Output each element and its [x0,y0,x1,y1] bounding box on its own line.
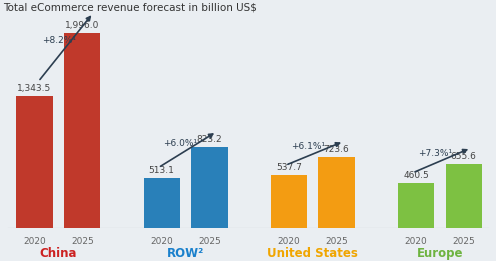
Text: 2020: 2020 [277,236,300,246]
Text: 2020: 2020 [405,236,428,246]
Text: +6.1%¹: +6.1%¹ [291,143,325,151]
Bar [318,157,355,228]
Text: 2025: 2025 [325,236,348,246]
Text: 655.6: 655.6 [451,152,477,161]
Bar [143,177,180,228]
Text: 2025: 2025 [71,236,94,246]
Text: 460.5: 460.5 [403,171,429,180]
Text: 823.2: 823.2 [196,135,222,144]
Text: Europe: Europe [417,247,463,260]
Text: +8.2%¹: +8.2%¹ [42,36,76,45]
Text: 2025: 2025 [198,236,221,246]
Text: ROW²: ROW² [167,247,204,260]
Text: United States: United States [267,247,358,260]
Text: 2020: 2020 [23,236,46,246]
Text: 1,343.5: 1,343.5 [17,84,52,93]
Bar [445,164,482,228]
Text: 513.1: 513.1 [149,166,175,175]
Text: 2025: 2025 [452,236,475,246]
Text: +7.3%¹: +7.3%¹ [418,150,452,158]
Text: 2020: 2020 [150,236,173,246]
Text: 537.7: 537.7 [276,163,302,172]
Text: 1,996.0: 1,996.0 [65,21,99,29]
Bar [64,33,100,228]
Text: +6.0%¹: +6.0%¹ [164,139,197,148]
Text: China: China [40,247,77,260]
Bar [16,96,53,228]
Text: 723.6: 723.6 [324,145,349,154]
Bar [398,183,434,228]
Bar [271,175,307,228]
Text: Total eCommerce revenue forecast in billion US$: Total eCommerce revenue forecast in bill… [3,3,256,13]
Bar [191,147,228,228]
